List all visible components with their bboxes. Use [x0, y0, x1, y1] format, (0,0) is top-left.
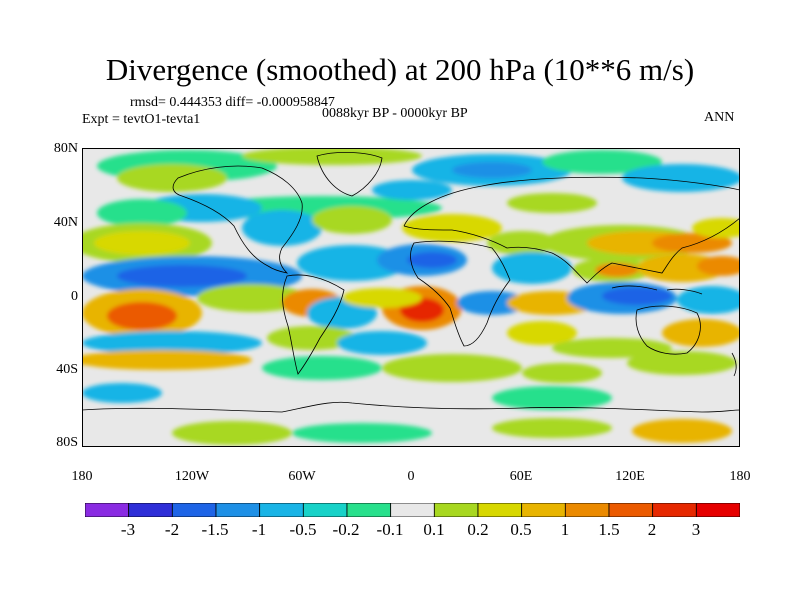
colorbar-swatch: [259, 503, 304, 517]
coastlines: [82, 151, 740, 413]
colorbar-label: -0.2: [332, 520, 360, 539]
lat-label-40n: 40N: [53, 215, 78, 230]
colorbar-label: 1.5: [598, 520, 620, 539]
south-america-coast: [282, 274, 345, 375]
plot-title: Divergence (smoothed) at 200 hPa (10**6 …: [105, 52, 695, 87]
colorbar-label: 0.2: [467, 520, 489, 539]
lon-label-180e: 180: [729, 469, 751, 484]
lon-label-60w: 60W: [288, 469, 316, 484]
colorbar-swatch: [302, 503, 348, 517]
colorbar-label: 0.5: [510, 520, 532, 539]
colorbar-swatch: [608, 503, 654, 517]
colorbar-label: -2: [164, 520, 180, 539]
colorbar-label: 2: [647, 520, 657, 539]
colorbar-swatch: [652, 503, 697, 517]
colorbar-swatch: [346, 503, 392, 517]
lat-label-0: 0: [71, 289, 78, 304]
lon-label-0: 0: [407, 469, 415, 484]
lon-label-120e: 120E: [615, 469, 645, 484]
divergence-map: [82, 148, 740, 447]
colorbar-label: 1: [560, 520, 570, 539]
colorbar-label: -0.5: [289, 520, 317, 539]
map-frame: [82, 148, 740, 447]
colorbar-label: -1.5: [201, 520, 229, 539]
lon-label-180w: 180: [71, 469, 93, 484]
colorbar-label: -0.1: [376, 520, 404, 539]
lon-label-60e: 60E: [509, 469, 533, 484]
season-label: ANN: [704, 110, 735, 125]
lon-label-120w: 120W: [174, 469, 210, 484]
greenland-coast: [316, 151, 383, 197]
africa-coast: [410, 240, 511, 347]
antarctica-coast: [82, 401, 740, 413]
colorbar-swatch: [433, 503, 479, 517]
colorbar-swatch: [477, 503, 523, 517]
australia-coast: [635, 305, 701, 355]
eurasia-coast: [403, 176, 740, 284]
colorbar-label: 0.1: [423, 520, 445, 539]
colorbar-swatch: [695, 503, 740, 517]
colorbar-swatch: [564, 503, 610, 517]
colorbar-swatch: [390, 503, 435, 517]
new-zealand-coast: [731, 352, 737, 377]
lat-label-80s: 80S: [56, 435, 78, 450]
colorbar-label: 3: [691, 520, 701, 539]
colorbar-swatch: [215, 503, 261, 517]
lat-label-80n: 80N: [53, 141, 78, 156]
colorbar-label: -3: [120, 520, 136, 539]
lat-label-40s: 40S: [56, 362, 78, 377]
colorbar: [85, 503, 740, 517]
colorbar-label: -1: [251, 520, 267, 539]
colorbar-swatch: [521, 503, 566, 517]
colorbar-swatch: [85, 503, 130, 517]
period-line: 0088kyr BP - 0000kyr BP: [322, 106, 468, 121]
stats-line: rmsd= 0.444353 diff= -0.000958847: [130, 95, 335, 110]
indonesia-coast: [611, 285, 703, 295]
experiment-line: Expt = tevtO1-tevta1: [82, 112, 201, 127]
colorbar-swatch: [171, 503, 217, 517]
colorbar-swatch: [128, 503, 173, 517]
divergence-field: [82, 148, 740, 445]
north-america-coast: [172, 165, 303, 274]
